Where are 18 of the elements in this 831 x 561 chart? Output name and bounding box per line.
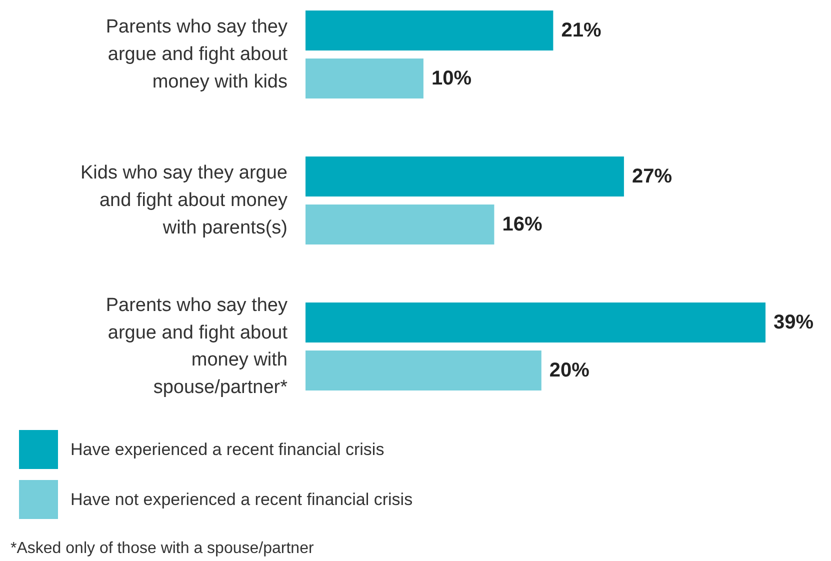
data-label: 39% bbox=[774, 312, 814, 334]
text: *Asked only of those with a spouse/partner bbox=[10, 540, 314, 557]
bar bbox=[306, 10, 554, 50]
bar bbox=[306, 156, 624, 196]
y-tick-label: Kids who say they argue and fight about money with parents(s) bbox=[80, 162, 288, 238]
y-tick-label: Parents who say they argue and fight about money with kids bbox=[106, 16, 288, 92]
data-label: 10% bbox=[431, 68, 472, 90]
bar bbox=[306, 302, 766, 342]
legend-label: Have not experienced a recent financial crisis bbox=[70, 490, 413, 509]
data-label: 20% bbox=[549, 360, 590, 382]
bar bbox=[306, 204, 494, 244]
data-label: 16% bbox=[502, 214, 542, 236]
legend-label: Have experienced a recent financial crisis bbox=[70, 440, 384, 459]
data-label: 21% bbox=[561, 20, 602, 42]
bar bbox=[306, 350, 542, 390]
bar bbox=[306, 58, 424, 98]
y-tick-label: Parents who say they argue and fight about money with spouse/partner* bbox=[106, 295, 288, 398]
data-label: 27% bbox=[632, 166, 672, 188]
